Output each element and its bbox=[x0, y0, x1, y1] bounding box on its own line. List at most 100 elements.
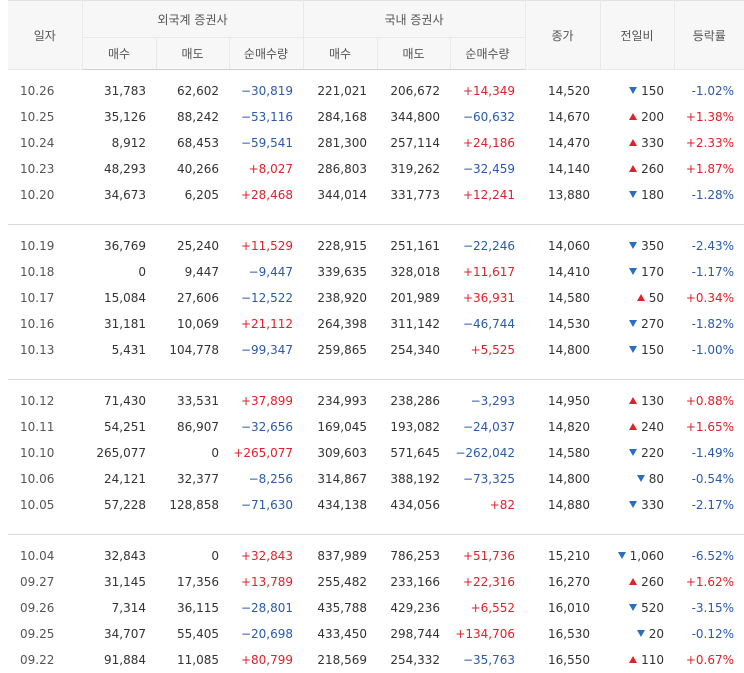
foreign-buy-cell: 36,769 bbox=[82, 233, 156, 259]
domestic-buy-cell: 255,482 bbox=[303, 569, 377, 595]
change-cell: 150 bbox=[600, 78, 674, 104]
header-foreign-net: 순매수량 bbox=[229, 38, 303, 70]
date-cell: 09.22 bbox=[8, 647, 82, 673]
header-foreign-buy: 매수 bbox=[82, 38, 156, 70]
date-cell: 09.25 bbox=[8, 621, 82, 647]
domestic-sell-cell: 193,082 bbox=[377, 414, 450, 440]
foreign-sell-cell: 25,240 bbox=[156, 233, 229, 259]
foreign-sell-cell: 62,602 bbox=[156, 78, 229, 104]
close-price-cell: 14,800 bbox=[525, 466, 600, 492]
date-cell: 10.19 bbox=[8, 233, 82, 259]
date-cell: 09.27 bbox=[8, 569, 82, 595]
foreign-sell-cell: 40,266 bbox=[156, 156, 229, 182]
header-rate: 등락률 bbox=[674, 1, 744, 70]
domestic-buy-cell: 234,993 bbox=[303, 388, 377, 414]
change-value: 180 bbox=[641, 188, 664, 202]
rate-cell: +2.33% bbox=[674, 130, 744, 156]
change-value: 80 bbox=[649, 472, 664, 486]
close-price-cell: 16,010 bbox=[525, 595, 600, 621]
date-cell: 10.05 bbox=[8, 492, 82, 518]
triangle-up-icon bbox=[629, 656, 637, 663]
domestic-net-cell: −32,459 bbox=[450, 156, 525, 182]
change-value: 170 bbox=[641, 265, 664, 279]
date-cell: 09.26 bbox=[8, 595, 82, 621]
foreign-sell-cell: 9,447 bbox=[156, 259, 229, 285]
date-cell: 10.06 bbox=[8, 466, 82, 492]
change-cell: 520 bbox=[600, 595, 674, 621]
date-cell: 10.23 bbox=[8, 156, 82, 182]
rate-cell: +1.65% bbox=[674, 414, 744, 440]
date-cell: 10.12 bbox=[8, 388, 82, 414]
triangle-up-icon bbox=[629, 165, 637, 172]
domestic-buy-cell: 221,021 bbox=[303, 78, 377, 104]
close-price-cell: 15,210 bbox=[525, 543, 600, 569]
change-cell: 170 bbox=[600, 259, 674, 285]
change-value: 330 bbox=[641, 498, 664, 512]
foreign-buy-cell: 5,431 bbox=[82, 337, 156, 363]
date-cell: 10.18 bbox=[8, 259, 82, 285]
close-price-cell: 14,520 bbox=[525, 78, 600, 104]
header-foreign-sell: 매도 bbox=[156, 38, 229, 70]
change-value: 330 bbox=[641, 136, 664, 150]
domestic-buy-cell: 339,635 bbox=[303, 259, 377, 285]
change-value: 350 bbox=[641, 239, 664, 253]
foreign-buy-cell: 7,314 bbox=[82, 595, 156, 621]
rate-cell: +1.38% bbox=[674, 104, 744, 130]
foreign-sell-cell: 0 bbox=[156, 440, 229, 466]
domestic-sell-cell: 786,253 bbox=[377, 543, 450, 569]
triangle-up-icon bbox=[629, 423, 637, 430]
rate-cell: -2.17% bbox=[674, 492, 744, 518]
change-value: 1,060 bbox=[630, 549, 664, 563]
domestic-buy-cell: 837,989 bbox=[303, 543, 377, 569]
rate-cell: -0.12% bbox=[674, 621, 744, 647]
change-cell: 240 bbox=[600, 414, 674, 440]
domestic-buy-cell: 434,138 bbox=[303, 492, 377, 518]
foreign-net-cell: −8,256 bbox=[229, 466, 303, 492]
domestic-buy-cell: 284,168 bbox=[303, 104, 377, 130]
foreign-buy-cell: 54,251 bbox=[82, 414, 156, 440]
rate-cell: +1.62% bbox=[674, 569, 744, 595]
domestic-net-cell: +82 bbox=[450, 492, 525, 518]
foreign-sell-cell: 128,858 bbox=[156, 492, 229, 518]
foreign-net-cell: +265,077 bbox=[229, 440, 303, 466]
foreign-sell-cell: 104,778 bbox=[156, 337, 229, 363]
change-cell: 260 bbox=[600, 569, 674, 595]
foreign-buy-cell: 24,121 bbox=[82, 466, 156, 492]
foreign-sell-cell: 88,242 bbox=[156, 104, 229, 130]
change-cell: 150 bbox=[600, 337, 674, 363]
triangle-down-icon bbox=[637, 475, 645, 482]
domestic-net-cell: +134,706 bbox=[450, 621, 525, 647]
foreign-net-cell: +32,843 bbox=[229, 543, 303, 569]
foreign-buy-cell: 31,783 bbox=[82, 78, 156, 104]
domestic-net-cell: −24,037 bbox=[450, 414, 525, 440]
domestic-sell-cell: 233,166 bbox=[377, 569, 450, 595]
rate-cell: -1.02% bbox=[674, 78, 744, 104]
foreign-sell-cell: 10,069 bbox=[156, 311, 229, 337]
foreign-sell-cell: 32,377 bbox=[156, 466, 229, 492]
domestic-net-cell: +14,349 bbox=[450, 78, 525, 104]
change-cell: 20 bbox=[600, 621, 674, 647]
date-cell: 10.25 bbox=[8, 104, 82, 130]
header-domestic-net: 순매수량 bbox=[450, 38, 525, 70]
domestic-buy-cell: 309,603 bbox=[303, 440, 377, 466]
close-price-cell: 14,820 bbox=[525, 414, 600, 440]
foreign-buy-cell: 71,430 bbox=[82, 388, 156, 414]
foreign-sell-cell: 6,205 bbox=[156, 182, 229, 208]
domestic-net-cell: −73,325 bbox=[450, 466, 525, 492]
rate-cell: -1.82% bbox=[674, 311, 744, 337]
domestic-net-cell: −3,293 bbox=[450, 388, 525, 414]
triangle-down-icon bbox=[629, 501, 637, 508]
domestic-net-cell: +22,316 bbox=[450, 569, 525, 595]
domestic-buy-cell: 314,867 bbox=[303, 466, 377, 492]
triangle-up-icon bbox=[629, 578, 637, 585]
domestic-net-cell: −262,042 bbox=[450, 440, 525, 466]
foreign-buy-cell: 0 bbox=[82, 259, 156, 285]
triangle-down-icon bbox=[629, 87, 637, 94]
